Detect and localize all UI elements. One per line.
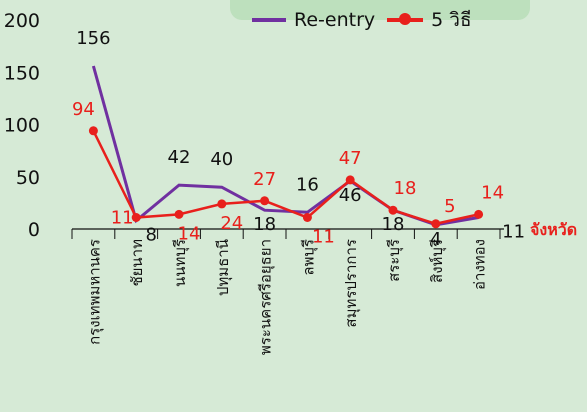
data-label-re-entry: 11 <box>502 222 525 243</box>
data-point-5-methods <box>302 213 312 223</box>
data-label-5-methods: 11 <box>312 227 335 248</box>
data-label-5-methods: 14 <box>481 182 504 203</box>
data-point-5-methods <box>131 213 141 223</box>
data-point-5-methods <box>474 209 484 219</box>
data-label-re-entry: 42 <box>168 147 191 168</box>
data-label-5-methods: 18 <box>394 178 417 199</box>
data-label-5-methods: 14 <box>178 223 201 244</box>
y-tick-label: 50 <box>16 167 40 189</box>
data-label-5-methods: 24 <box>220 213 243 234</box>
legend-item-5-methods: 5 วิธี <box>387 5 472 35</box>
data-label-5-methods: 27 <box>253 169 276 190</box>
x-tick-label: นนทบุรี <box>171 239 190 287</box>
y-tick-label: 0 <box>28 219 40 241</box>
data-point-5-methods <box>88 126 98 136</box>
x-tick-label: กรุงเทพมหานคร <box>85 239 104 345</box>
data-label-5-methods: 94 <box>72 99 95 120</box>
x-tick-label: ปทุมธานี <box>214 239 233 296</box>
data-label-re-entry: 18 <box>382 214 405 235</box>
x-tick-label: ชัยนาท <box>128 239 146 287</box>
data-point-5-methods <box>388 205 398 215</box>
x-tick-label: พระนครศรีอยุธยา <box>257 239 276 355</box>
data-label-re-entry: 18 <box>253 214 276 235</box>
x-tick-label: อ่างทอง <box>471 239 489 290</box>
x-tick-label: สมุทรปราการ <box>342 239 361 328</box>
legend-label-re-entry: Re-entry <box>294 9 376 31</box>
data-label-re-entry: 156 <box>76 28 110 49</box>
series-line-re-entry <box>91 65 479 227</box>
x-tick-label: สิงห์บุรี <box>428 239 447 283</box>
data-label-re-entry: 16 <box>296 174 319 195</box>
legend-label-5-methods: 5 วิธี <box>431 9 472 31</box>
data-point-5-methods <box>345 175 355 185</box>
legend: Re-entry 5 วิธี <box>252 6 484 34</box>
data-point-5-methods <box>174 209 184 219</box>
y-tick-label: 200 <box>4 10 40 32</box>
data-point-5-methods <box>260 196 270 206</box>
legend-item-re-entry: Re-entry <box>252 9 375 31</box>
data-label-5-methods: 5 <box>444 196 455 217</box>
data-label-5-methods: 11 <box>111 208 134 229</box>
legend-swatch-re-entry <box>252 18 286 22</box>
y-tick-label: 150 <box>4 62 40 84</box>
x-tick-label: ลพบุรี <box>299 239 318 276</box>
data-label-re-entry: 4 <box>430 229 441 250</box>
data-label-re-entry: 8 <box>145 225 156 246</box>
data-label-re-entry: 46 <box>339 185 362 206</box>
data-point-5-methods <box>431 219 441 229</box>
series-line-5-methods <box>92 130 479 226</box>
data-point-5-methods <box>217 199 227 209</box>
legend-backdrop <box>230 0 530 20</box>
y-tick-label: 100 <box>4 115 40 137</box>
data-label-5-methods: 47 <box>339 148 362 169</box>
legend-swatch-5-methods <box>387 13 424 25</box>
data-label-re-entry: 40 <box>210 149 233 170</box>
x-tick-label: สระบุรี <box>385 239 404 282</box>
x-axis-label: จังหวัด <box>530 220 577 239</box>
